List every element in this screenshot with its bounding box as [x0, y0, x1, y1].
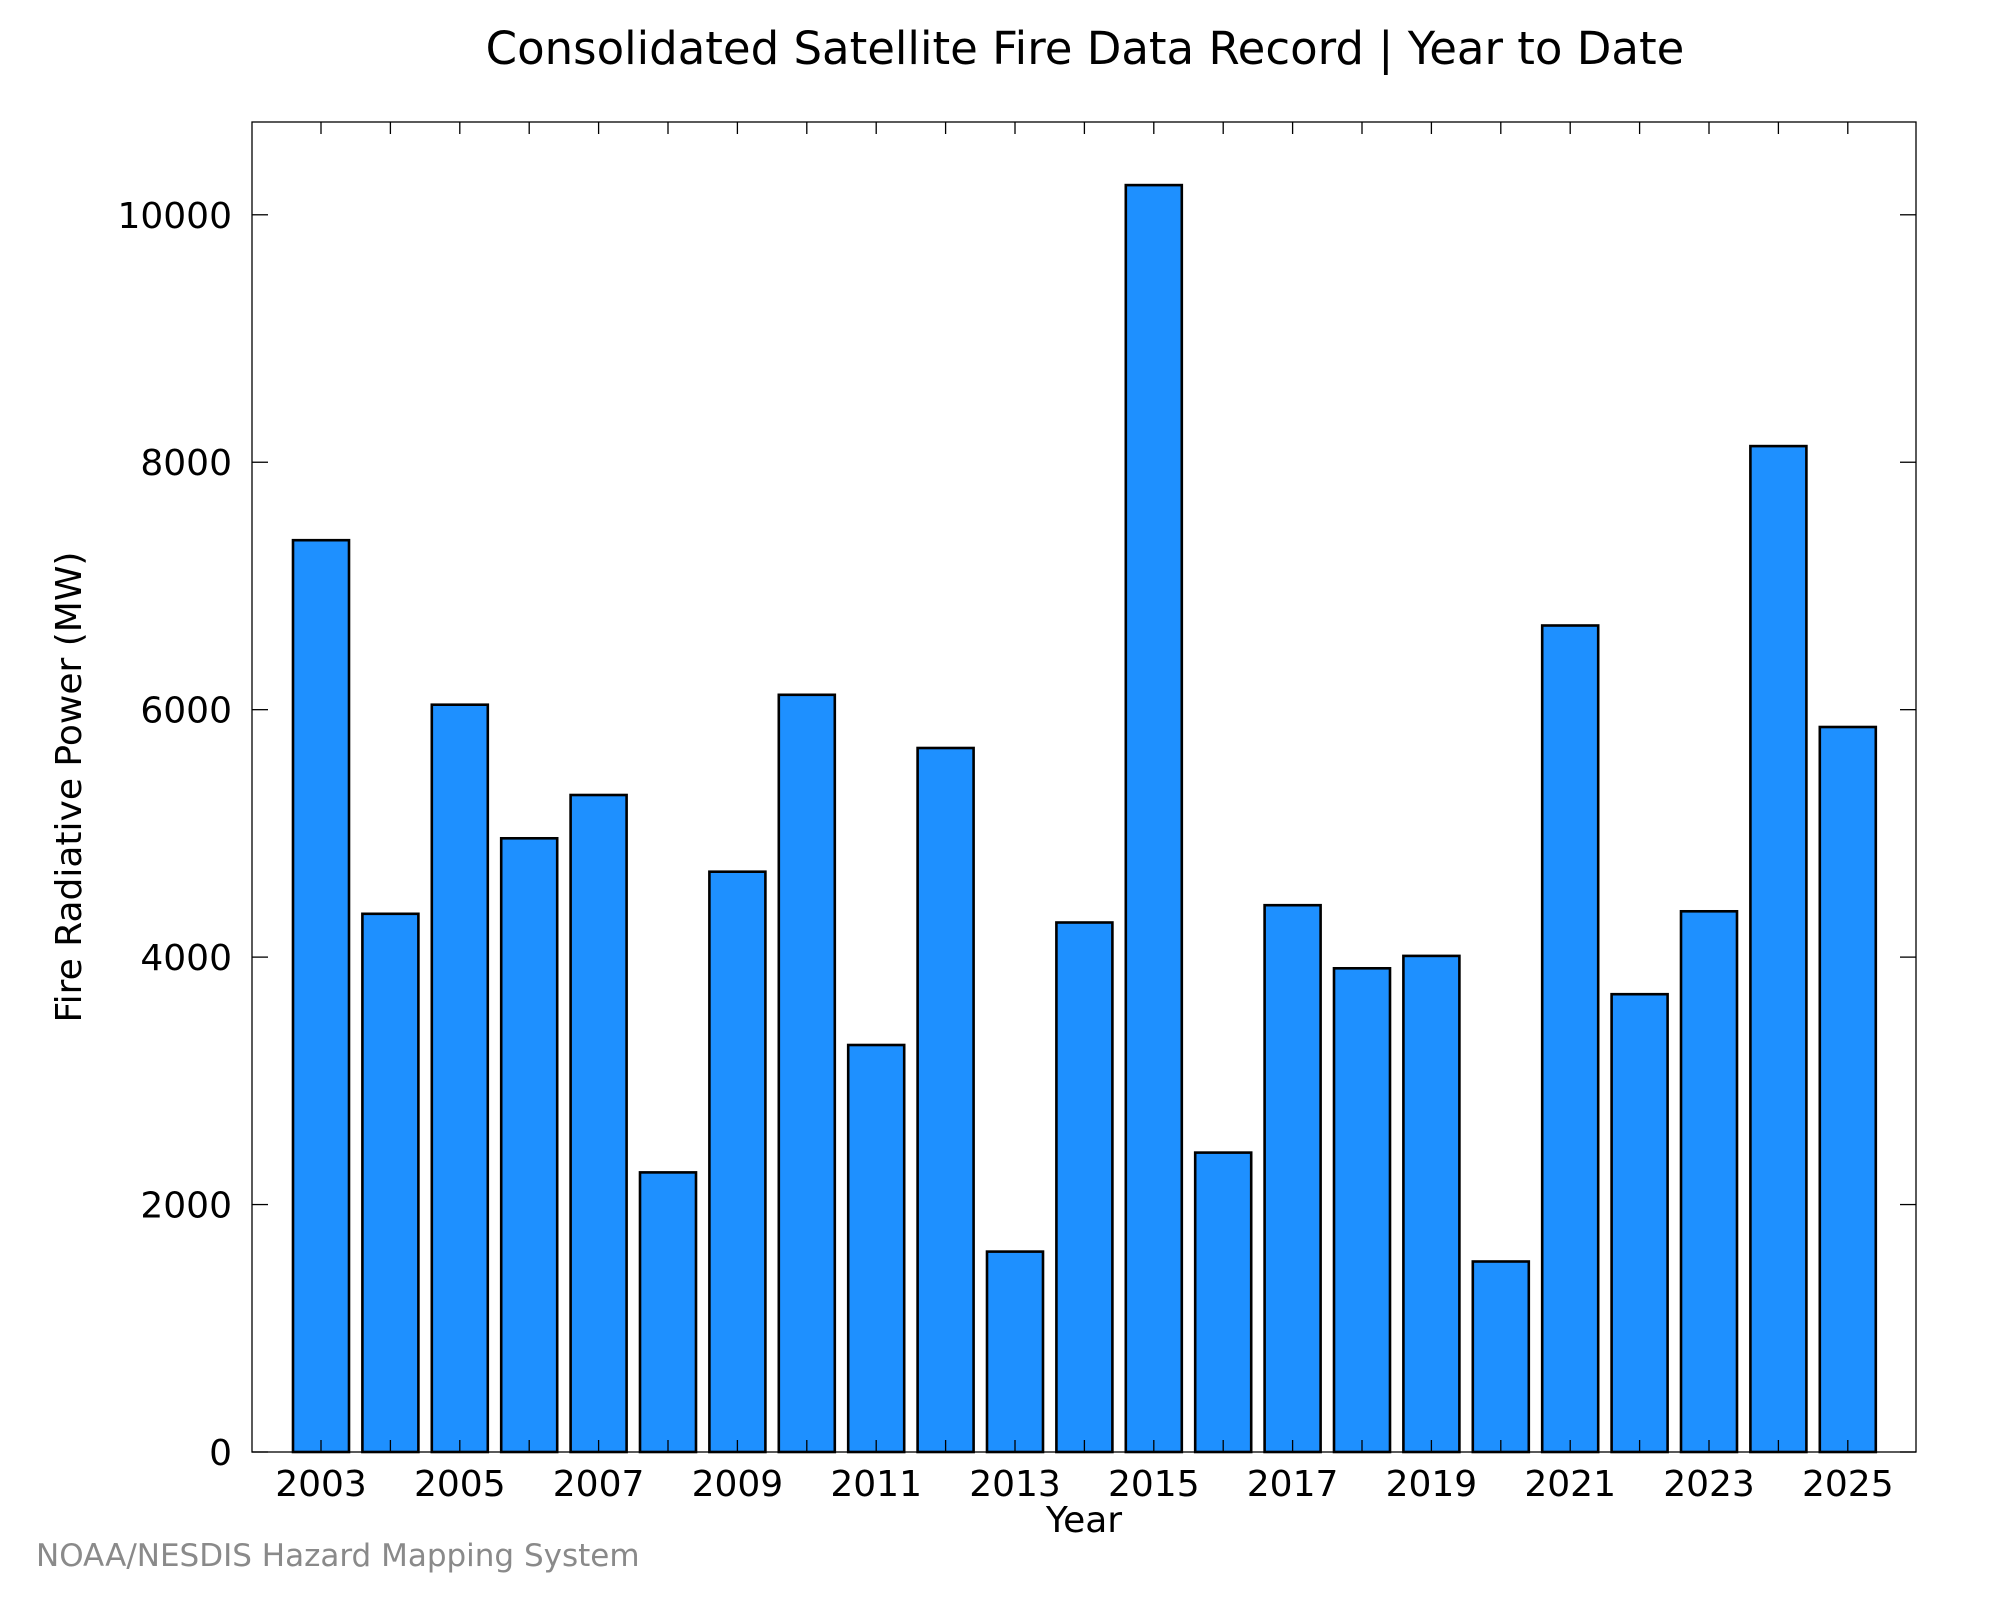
y-axis: 0 2000 4000 6000 8000 10000: [117, 196, 1916, 1474]
bar-2008: [638, 1171, 698, 1454]
x-tick-label: 2011: [830, 1464, 922, 1505]
bar-2004: [361, 912, 420, 1454]
bar-2005: [430, 703, 490, 1454]
x-tick-label: 2023: [1663, 1464, 1755, 1505]
y-tick-label: 4000: [140, 938, 232, 979]
x-tick-label: 2013: [969, 1464, 1061, 1505]
bar-2017: [1263, 903, 1322, 1454]
bar-2007: [569, 793, 628, 1454]
x-axis: 2003 2005 2007 2009 2011 2013 2015 2017 2019 2021…: [275, 122, 1894, 1505]
bar-2024: [1749, 444, 1808, 1454]
y-tick-label: 2000: [140, 1186, 232, 1227]
bar-2025: [1818, 725, 1878, 1454]
x-tick-label: 2003: [275, 1464, 367, 1505]
bar-2016: [1193, 1151, 1253, 1454]
bar-2022: [1610, 992, 1669, 1454]
x-tick-label: 2019: [1386, 1464, 1478, 1505]
bar-2014: [1055, 921, 1114, 1454]
y-tick-label: 6000: [140, 691, 232, 732]
bar-2003: [291, 538, 351, 1454]
chart-title: Consolidated Satellite Fire Data Record …: [486, 22, 1685, 75]
bar-2012: [916, 746, 975, 1454]
bar-2011: [846, 1043, 906, 1454]
bar-2019: [1402, 954, 1461, 1454]
bar-2013: [985, 1250, 1045, 1454]
x-tick-label: 2005: [414, 1464, 506, 1505]
x-tick-label: 2015: [1108, 1464, 1200, 1505]
y-tick-label: 0: [209, 1433, 232, 1474]
bar-2006: [499, 836, 559, 1454]
x-tick-label: 2017: [1247, 1464, 1339, 1505]
bar-2015: [1124, 183, 1184, 1454]
bar-2021: [1540, 624, 1600, 1454]
x-tick-label: 2021: [1524, 1464, 1616, 1505]
bars-group: [291, 183, 1878, 1454]
y-tick-label: 10000: [117, 196, 232, 237]
source-credit: NOAA/NESDIS Hazard Mapping System: [36, 1538, 640, 1574]
bar-2023: [1679, 909, 1739, 1454]
x-tick-label: 2007: [553, 1464, 645, 1505]
bar-2020: [1471, 1260, 1531, 1454]
x-axis-label: Year: [1045, 1500, 1122, 1541]
bar-2009: [708, 870, 767, 1454]
y-tick-label: 8000: [140, 443, 232, 484]
x-tick-label: 2025: [1802, 1464, 1894, 1505]
bar-2010: [777, 693, 837, 1454]
x-tick-label: 2009: [692, 1464, 784, 1505]
y-axis-label: Fire Radiative Power (MW): [49, 552, 90, 1023]
bar-2018: [1332, 966, 1392, 1454]
